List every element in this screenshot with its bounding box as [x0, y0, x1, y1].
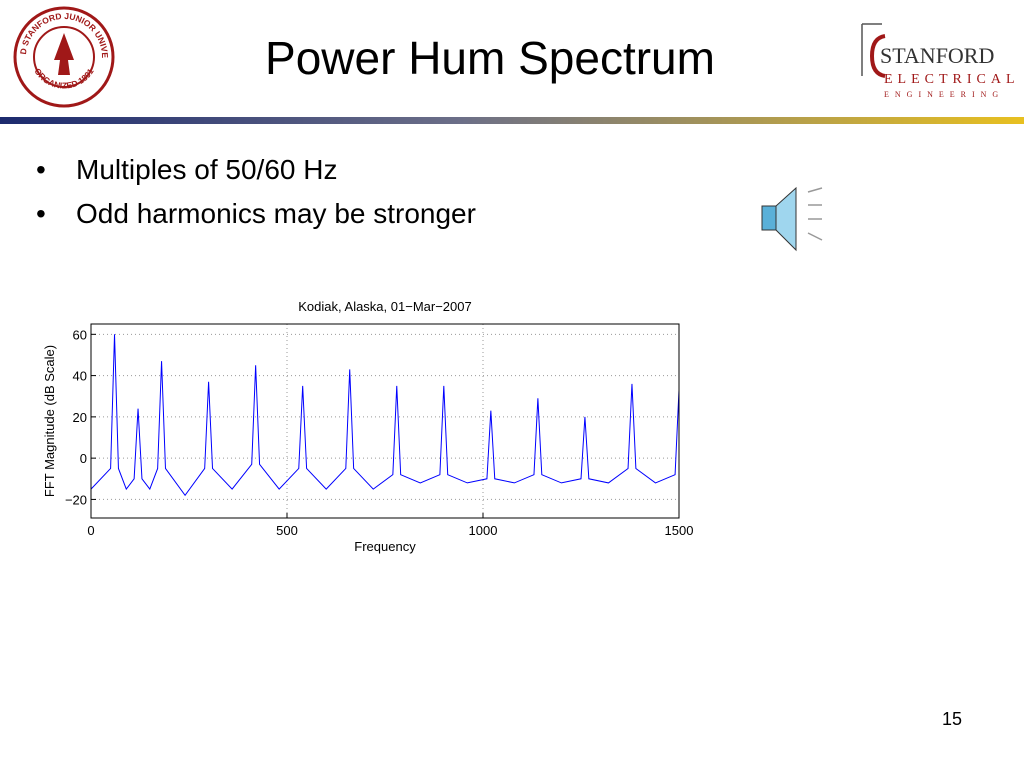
- header-band: [0, 117, 1024, 124]
- plot-frame: [90, 323, 680, 519]
- slide-title: Power Hum Spectrum: [265, 32, 715, 84]
- speaker-icon[interactable]: [761, 186, 823, 252]
- x-tick-label: 0: [87, 523, 94, 538]
- bullet-dot: •: [36, 154, 46, 185]
- x-axis-label: Frequency: [354, 539, 416, 554]
- spectrum-line: [90, 334, 680, 497]
- y-tick-label: −20: [65, 492, 87, 507]
- plot-area: [91, 324, 679, 518]
- bullet: Multiples of 50/60 Hz: [76, 154, 337, 185]
- logo-line3: ENGINEERING: [884, 90, 1004, 99]
- y-tick-label: 0: [80, 451, 87, 466]
- chart-title: Kodiak, Alaska, 01−Mar−2007: [298, 299, 471, 314]
- seal: LELAND STANFORD JUNIOR UNIVERSITY ORGANI…: [0, 0, 115, 108]
- bullet: Odd harmonics may be stronger: [76, 198, 476, 229]
- logo-line2: ELECTRICAL: [884, 72, 1020, 87]
- logo-line1: STANFORD: [880, 43, 994, 68]
- y-axis-label: FFT Magnitude (dB Scale): [42, 345, 57, 497]
- y-tick-label: 40: [73, 369, 87, 384]
- chart: Kodiak, Alaska, 01−Mar−2007 Frequency FF…: [42, 299, 693, 554]
- bullet-dot: •: [36, 198, 46, 229]
- y-tick-label: 20: [73, 410, 87, 425]
- x-tick-label: 500: [276, 523, 298, 538]
- x-tick-label: 1000: [469, 523, 498, 538]
- x-tick-label: 1500: [665, 523, 694, 538]
- logo: STANFORD ELECTRICAL ENGINEERING: [861, 23, 1020, 99]
- page-number: 15: [942, 709, 962, 729]
- y-tick-label: 60: [73, 327, 87, 342]
